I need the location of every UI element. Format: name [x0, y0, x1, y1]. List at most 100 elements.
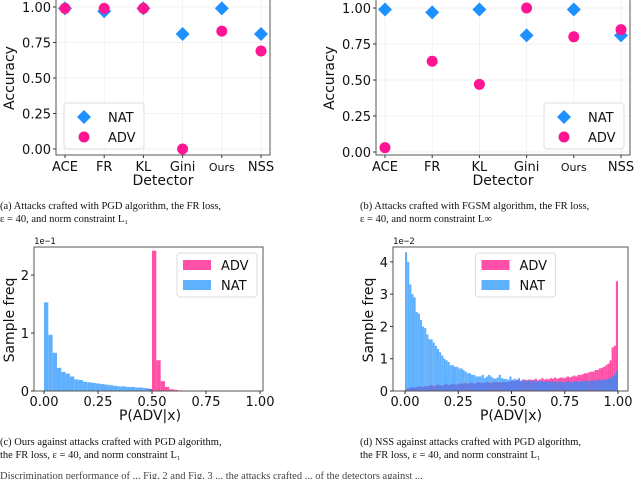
panel-a-accuracy-pgd: Accuracy Detector 0.00 0.25 0.50 0.75 1.00 AC…	[2, 0, 274, 189]
panel-d-overlap-bar	[447, 385, 450, 391]
caption-b-line-2: ε = 40, and norm constraint L∞	[360, 214, 492, 225]
panel-d-nat-bar	[413, 297, 416, 391]
panel-d-overlap-bar	[569, 382, 572, 391]
panel-d-nat-bar	[466, 373, 469, 391]
panel-d-adv-bar	[615, 281, 618, 391]
panel-d-xlabel: P(ADV|x)	[480, 408, 542, 424]
panel-d-legend-nat-label: NAT	[520, 279, 546, 294]
panel-c-xtick-label: 0.75	[192, 395, 221, 410]
panel-d-overlap-bar	[560, 381, 563, 391]
panel-d-overlap-bar	[586, 380, 589, 391]
panel-c-histogram-ours: Sample freq P(ADV|x) 1e−1 0.00 0.25 0.50 0.…	[2, 237, 274, 424]
panel-d-overlap-bar	[526, 380, 529, 391]
panel-d-overlap-bar	[558, 381, 561, 391]
panel-a-adv-point	[216, 25, 228, 37]
panel-d-nat-bar	[445, 360, 448, 391]
panel-b-ytick-label: 0.00	[342, 146, 371, 161]
panel-b-ytick-label: 0.25	[342, 110, 371, 125]
panel-d-nat-bar	[462, 370, 465, 391]
panel-d-xtick-label: 0.50	[497, 395, 526, 410]
panel-d-y-offset: 1e−2	[393, 237, 415, 247]
panel-c-nat-bar	[134, 387, 140, 391]
panel-d-overlap-bar	[490, 382, 493, 391]
panel-d-histogram-nss: Sample freq P(ADV|x) 1e−2 0.00 0.25 0.50 0.…	[361, 237, 632, 424]
panel-d-overlap-bar	[422, 387, 425, 391]
panel-c-adv-bar	[152, 250, 157, 391]
panel-d-adv-bar	[600, 367, 604, 391]
panel-d-overlap-bar	[407, 388, 410, 391]
panel-d-overlap-bar	[603, 379, 606, 391]
panel-d-overlap-bar	[468, 383, 472, 391]
panel-d-overlap-bar	[434, 385, 437, 391]
panel-d-nat-bar	[430, 339, 433, 391]
panel-b-nat-point	[519, 28, 534, 43]
panel-c-nat-bar	[44, 302, 49, 391]
caption-d-line-1: (d) NSS against attacks crafted with PGD…	[360, 437, 582, 448]
panel-d-overlap-bar	[496, 381, 499, 391]
panel-d-overlap-bar	[419, 386, 423, 391]
panel-c-nat-bar	[121, 386, 127, 391]
panel-d-overlap-bar	[615, 370, 618, 391]
panel-a-ytick-label: 0.00	[22, 143, 51, 158]
panel-d-overlap-bar	[441, 385, 444, 391]
footer-text: Discrimination performance of ... Fig. 2…	[0, 471, 423, 479]
panel-d-overlap-bar	[611, 376, 614, 391]
panel-c-nat-bar	[126, 386, 131, 391]
panel-c-nat-bar	[87, 382, 92, 391]
panel-b-xlabel: Detector	[472, 173, 533, 189]
panel-c-legend-nat-label: NAT	[221, 279, 247, 294]
panel-d-overlap-bar	[456, 384, 459, 391]
panel-d-frame	[392, 246, 629, 392]
panel-d-nat-bar	[439, 352, 442, 391]
panel-b-adv-point	[568, 31, 580, 43]
panel-d-overlap-bar	[445, 383, 448, 391]
panel-c-nat-bar	[91, 382, 96, 391]
panel-d-overlap-bar	[481, 382, 484, 391]
panel-d-overlap-bar	[566, 381, 570, 391]
panel-a-xtick-label: KL	[136, 160, 153, 175]
panel-c-adv-bar	[156, 360, 161, 391]
panel-d-overlap-bar	[426, 386, 429, 391]
panel-d-overlap-bar	[609, 378, 612, 391]
panel-d-nat-bar	[456, 366, 459, 391]
panel-c-y-offset: 1e−1	[34, 237, 56, 247]
panel-d-xtick-label: 0.25	[444, 395, 473, 410]
panel-b-nat-point	[378, 2, 392, 17]
panel-d-overlap-bar	[562, 382, 565, 391]
panel-d-overlap-bar	[577, 381, 580, 391]
panel-d-adv-bar	[603, 366, 606, 391]
panel-b-legend-adv-icon	[558, 131, 570, 143]
panel-d-overlap-bar	[428, 385, 431, 391]
panel-c-nat-bar	[139, 387, 144, 391]
panel-d-overlap-bar	[539, 380, 542, 391]
panel-a-adv-point	[98, 2, 110, 14]
caption-c: (c) Ours against attacks crafted with PG…	[0, 436, 320, 462]
caption-b-line-1: (b) Attacks crafted with FGSM algorithm,…	[360, 201, 590, 212]
panel-b-xtick-label: Ours	[561, 161, 587, 174]
panel-d-overlap-bar	[556, 382, 559, 391]
panel-a-xtick-label: Gini	[170, 160, 196, 175]
panel-d-nat-bar	[443, 358, 446, 391]
panel-d-ytick-label: 0	[380, 385, 388, 400]
panel-d-xtick-label: 1.00	[604, 395, 633, 410]
panel-b-frame	[375, 0, 631, 156]
panel-c-nat-bar	[69, 376, 75, 391]
panel-a-xtick-label: FR	[96, 160, 113, 175]
panel-a-xtick-label: ACE	[52, 160, 78, 175]
panel-a-adv-point	[137, 2, 149, 14]
panel-d-ytick-label: 4	[380, 256, 388, 271]
panel-d-nat-bar	[451, 365, 454, 391]
panel-d-overlap-bar	[475, 382, 478, 391]
panel-d-overlap-bar	[598, 379, 601, 391]
panel-d-overlap-bar	[483, 382, 486, 391]
panel-d-overlap-bar	[549, 381, 552, 391]
panel-d-nat-bar	[432, 342, 435, 391]
panel-a-legend-nat-label: NAT	[108, 111, 134, 126]
panel-d-overlap-bar	[473, 383, 476, 391]
panel-c-nat-bar	[95, 383, 101, 391]
panel-d-xtick-label: 0.00	[391, 395, 420, 410]
panel-b-accuracy-fgsm: Accuracy Detector 0.00 0.25 0.50 0.75 1.00 AC…	[322, 0, 634, 189]
panel-d-nat-bar	[426, 334, 429, 391]
panel-d-ytick-label: 2	[380, 320, 388, 335]
